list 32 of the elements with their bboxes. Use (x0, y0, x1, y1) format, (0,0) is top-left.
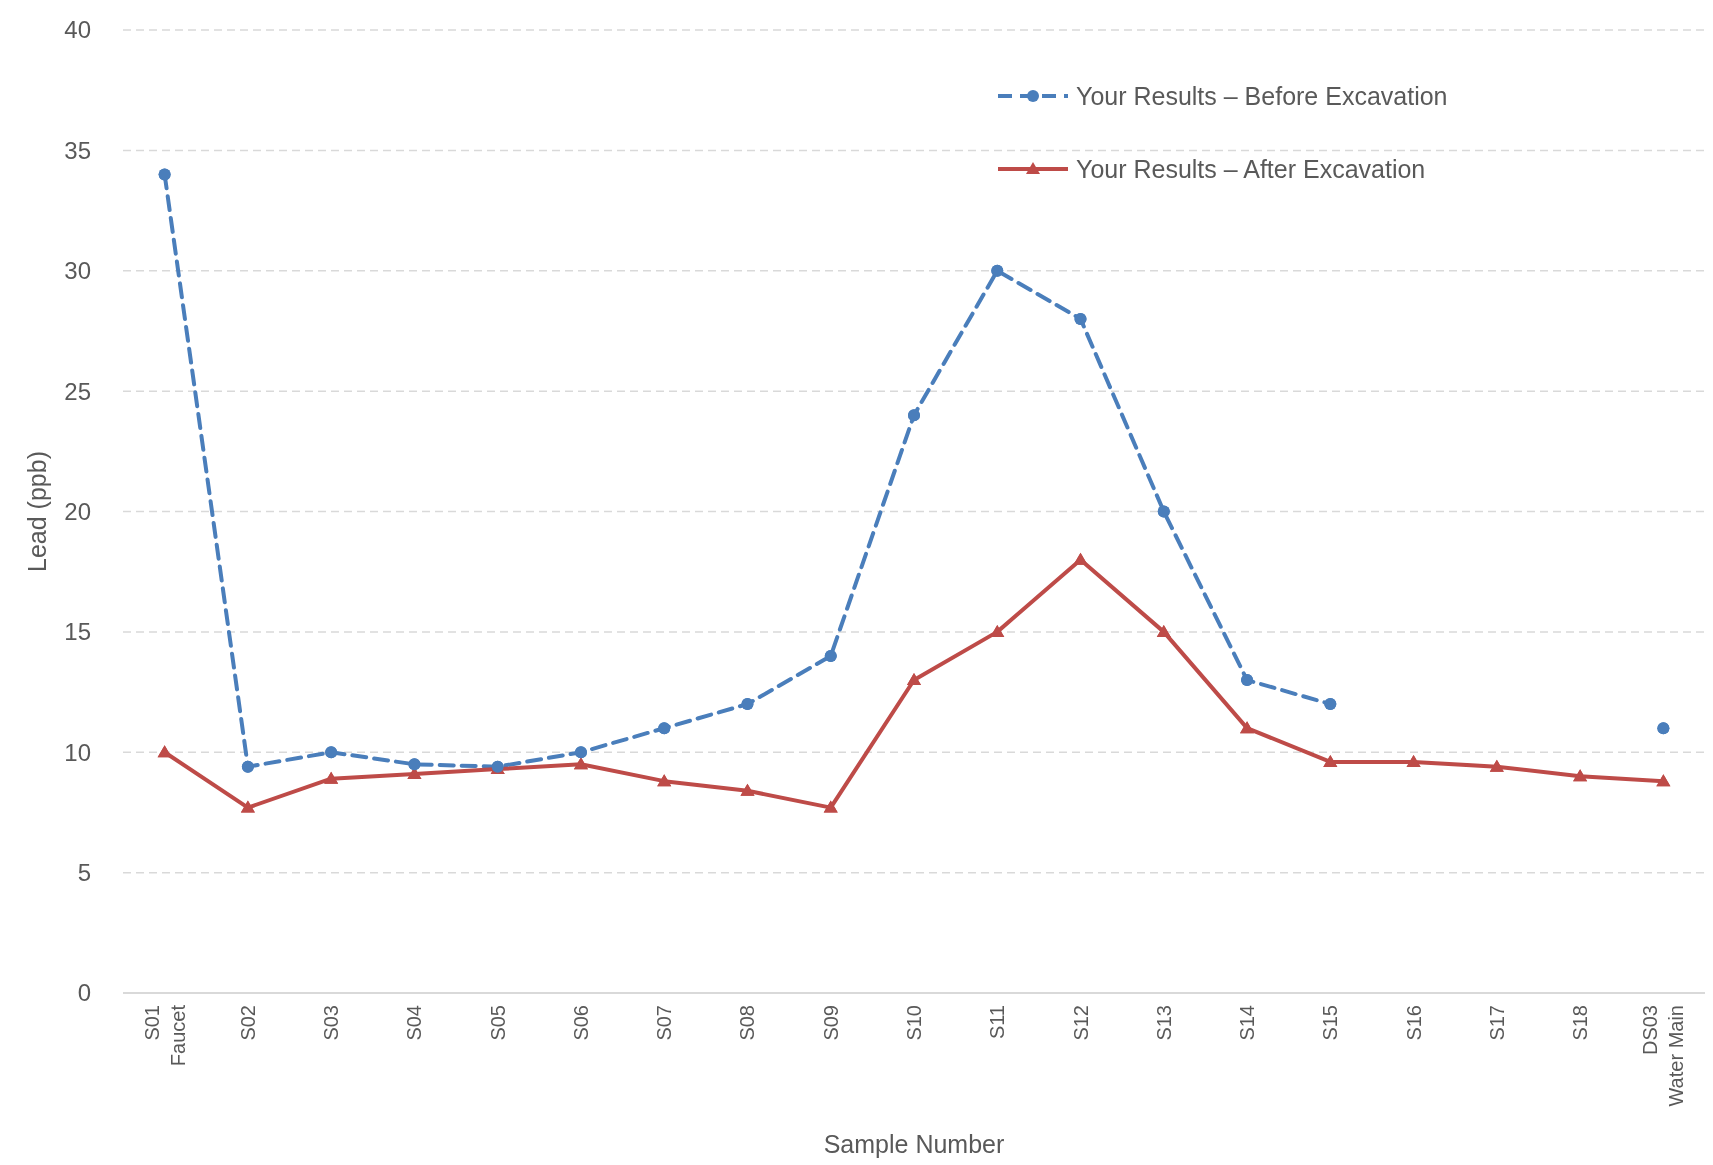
x-tick-label: S02 (236, 1005, 259, 1041)
y-tick-label: 30 (64, 257, 91, 285)
x-tick-label: S18 (1569, 1005, 1592, 1041)
x-tick-label: S13 (1152, 1005, 1175, 1041)
y-tick-label: 5 (77, 859, 91, 887)
x-tick-label: S06 (569, 1005, 592, 1041)
legend-label: Your Results – Before Excavation (1076, 81, 1448, 110)
y-tick-label: 25 (64, 377, 91, 405)
y-tick-label: 40 (64, 16, 91, 44)
x-tick-label: S08 (736, 1005, 759, 1041)
x-tick-label: S16 (1402, 1005, 1425, 1041)
x-tick-label: S05 (486, 1005, 509, 1041)
x-tick-label: DS03 Water Main (1639, 1005, 1688, 1107)
x-tick-label: S14 (1236, 1005, 1259, 1041)
x-axis-title: Sample Number (823, 1130, 1005, 1158)
x-tick-label: S12 (1069, 1005, 1092, 1041)
y-tick-label: 20 (64, 497, 91, 525)
y-tick-label: 0 (77, 979, 91, 1007)
y-tick-label: 15 (64, 618, 91, 646)
x-tick-label: S09 (819, 1005, 842, 1041)
y-axis-title: Lead (ppb) (23, 451, 51, 572)
x-tick-label: S11 (986, 1005, 1009, 1040)
x-tick-label: S03 (320, 1005, 343, 1041)
y-tick-label: 35 (64, 136, 91, 164)
x-tick-label: S15 (1319, 1005, 1342, 1041)
x-tick-label: S07 (653, 1005, 676, 1041)
x-tick-label: S04 (403, 1005, 426, 1041)
x-tick-label: S01 Faucet (140, 1004, 189, 1067)
y-tick-label: 10 (64, 738, 91, 766)
x-tick-label: S17 (1485, 1005, 1508, 1041)
x-tick-label: S10 (903, 1005, 925, 1041)
legend-label: Your Results – After Excavation (1076, 154, 1426, 183)
